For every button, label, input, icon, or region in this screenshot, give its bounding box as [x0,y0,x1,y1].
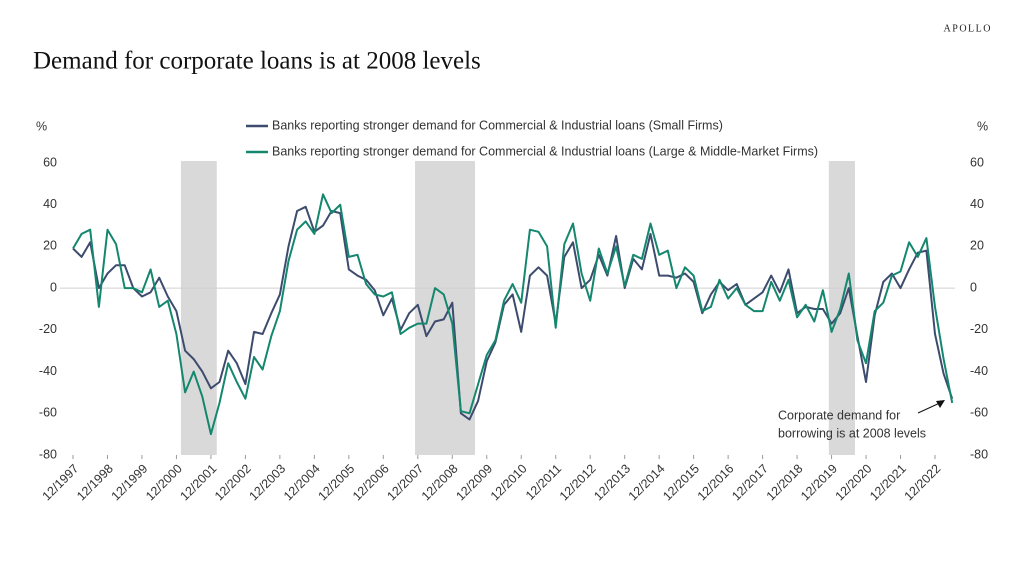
x-tick-label: 12/2014 [626,462,668,504]
x-tick-label: 12/2010 [488,462,530,504]
annotation-arrowhead [936,400,945,408]
x-tick-label: 12/2016 [695,462,737,504]
x-tick-label: 12/2011 [523,462,564,503]
x-tick-label: 12/2020 [833,462,875,504]
x-tick-label: 12/2005 [315,462,357,504]
x-tick-label: 12/2009 [453,462,495,504]
x-tick-label: 12/2017 [729,462,771,504]
brand: APOLLO [944,23,992,34]
x-tick-label: 12/2012 [557,462,599,504]
y2-tick-label: 60 [970,155,984,169]
x-tick-label: 12/2021 [867,462,909,504]
x-tick-label: 12/2015 [660,462,702,504]
annotation: Corporate demand for [778,408,900,422]
x-tick-label: 12/2000 [143,462,185,504]
y-axis-label: % [36,119,47,133]
y-tick-label: 40 [43,197,57,211]
x-tick-label: 12/2001 [178,462,220,504]
x-tick-label: 12/2004 [281,462,323,504]
legend-label: Banks reporting stronger demand for Comm… [272,118,723,132]
x-tick-label: 12/2006 [350,462,392,504]
y2-tick-label: -60 [970,406,988,420]
x-tick-label: 12/2007 [384,462,426,504]
x-tick-label: 12/2003 [246,462,288,504]
y-tick-label: 60 [43,155,57,169]
x-tick-label: 12/2013 [591,462,633,504]
legend-label: Banks reporting stronger demand for Comm… [272,144,818,158]
x-tick-label: 12/2018 [764,462,806,504]
y-tick-label: -60 [39,406,57,420]
y2-axis-label: % [977,119,988,133]
x-tick-label: 12/1997 [40,462,82,504]
y2-tick-label: 20 [970,239,984,253]
x-tick-label: 12/2008 [419,462,461,504]
y-tick-label: 0 [50,280,57,294]
annotation: borrowing is at 2008 levels [778,426,926,440]
y2-tick-label: -40 [970,364,988,378]
y-tick-label: -40 [39,364,57,378]
x-tick-label: 12/2002 [212,462,254,504]
x-tick-label: 12/2019 [798,462,840,504]
y2-tick-label: -80 [970,447,988,461]
x-tick-label: 12/1998 [74,462,116,504]
chart-title: Demand for corporate loans is at 2008 le… [33,48,481,75]
y-tick-label: -20 [39,322,57,336]
x-tick-label: 12/2022 [902,462,944,504]
y-tick-label: -80 [39,447,57,461]
recession-shade [180,161,217,455]
y2-tick-label: 40 [970,197,984,211]
y2-tick-label: 0 [970,280,977,294]
series-line [72,193,954,436]
x-tick-label: 12/1999 [109,462,151,504]
y-tick-label: 20 [43,239,57,253]
recession-shade [415,161,476,455]
y2-tick-label: -20 [970,322,988,336]
